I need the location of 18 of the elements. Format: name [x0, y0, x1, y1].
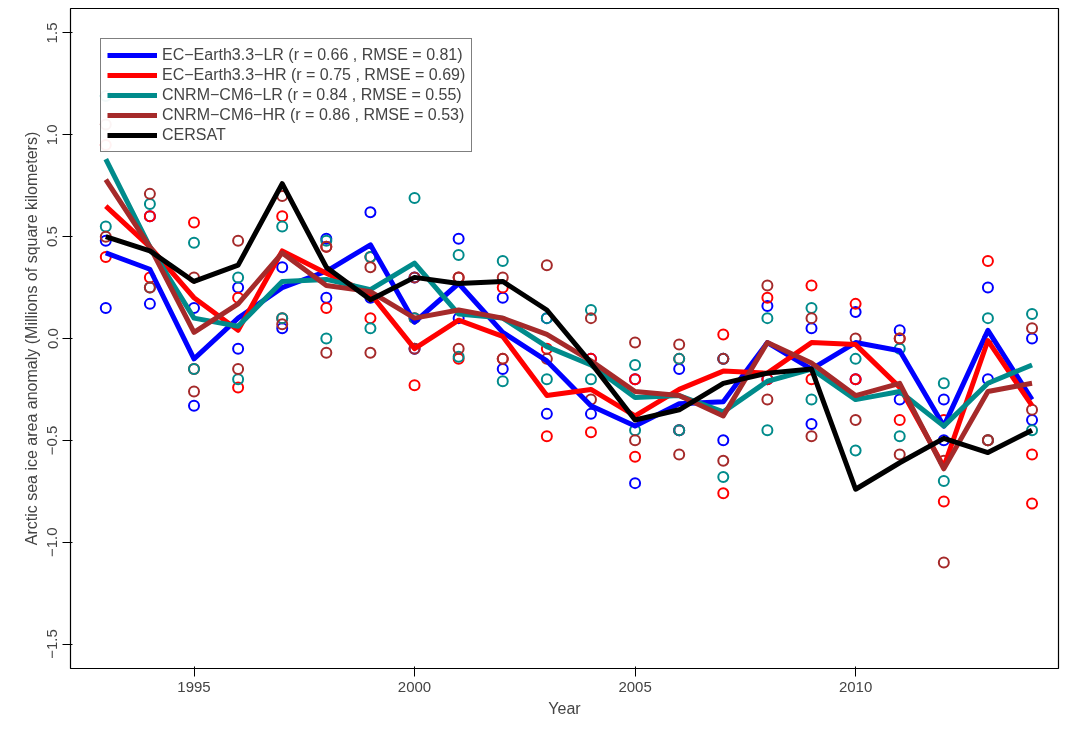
x-tick-label: 2000	[397, 677, 432, 695]
x-tick-label: 1995	[177, 677, 211, 695]
x-axis-title: Year	[548, 699, 582, 717]
legend-label: EC−Earth3.3−LR (r = 0.66 , RMSE = 0.81)	[162, 46, 463, 64]
y-tick-label: −1.5	[43, 629, 61, 659]
legend-label: EC−Earth3.3−HR (r = 0.75 , RMSE = 0.69)	[162, 66, 466, 84]
y-tick-label: 1.5	[43, 22, 61, 44]
y-tick-label: −0.5	[43, 425, 61, 456]
y-tick-label: −1.0	[43, 527, 61, 558]
legend-label: CNRM−CM6−HR (r = 0.86 , RMSE = 0.53)	[162, 106, 465, 124]
y-tick-label: 0.5	[43, 226, 61, 248]
x-tick-label: 2010	[838, 677, 873, 695]
y-axis-title: Arctic sea ice area anomaly (Millions of square kilometers)	[22, 131, 40, 546]
legend-label: CERSAT	[162, 126, 226, 144]
y-tick-label: 1.0	[43, 124, 61, 146]
x-tick-label: 2005	[618, 677, 652, 695]
legend-label: CNRM−CM6−LR (r = 0.84 , RMSE = 0.55)	[162, 86, 462, 104]
y-tick-label: 0.0	[43, 328, 61, 349]
